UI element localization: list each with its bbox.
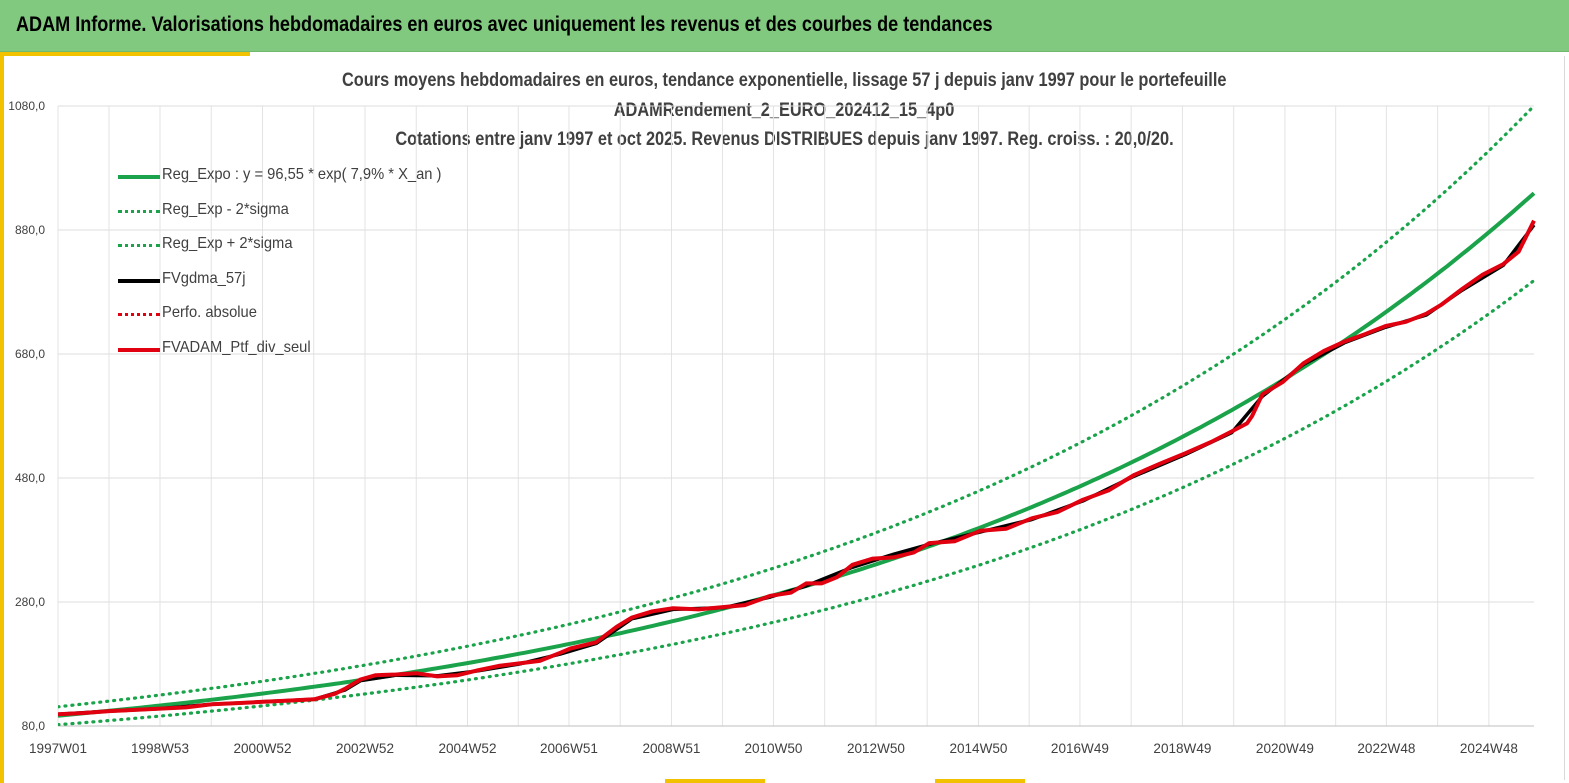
legend-label: Reg_Expo : y = 96,55 * exp( 7,9% * X_an … [162,166,442,183]
x-tick-label: 2024W48 [1460,740,1518,756]
y-tick-label: 680,0 [15,347,45,361]
legend-label: Reg_Exp - 2*sigma [162,200,289,218]
legend-swatch [118,278,160,283]
legend-swatch [118,244,160,247]
x-tick-label: 2018W49 [1153,740,1211,756]
legend-swatch [118,313,160,316]
chart-title-line-2: ADAMRendement_2_EURO_202412_15_4p0 [614,100,955,121]
x-tick-label: 2016W49 [1051,740,1109,756]
chart-title-line-3: Cotations entre janv 1997 et oct 2025. R… [395,129,1174,150]
x-tick-label: 1998W53 [131,740,189,756]
y-tick-label: 480,0 [15,471,45,485]
x-tick-label: 2004W52 [438,740,496,756]
y-tick-label: 80,0 [22,719,46,733]
x-tick-label: 2000W52 [233,740,291,756]
reg-exp-plus-2sigma-line [58,104,1536,709]
x-tick-label: 2014W50 [949,740,1007,756]
legend-swatch [118,175,160,179]
chart-frame [4,56,1565,780]
x-tick-label: 1997W01 [29,740,87,756]
x-tick-label: 2022W48 [1357,740,1415,756]
x-tick-label: 2008W51 [642,740,700,756]
accent-bar [0,52,250,56]
app-header: ADAM Informe. Valorisations hebdomadaire… [0,0,1569,52]
legend-label: FVADAM_Ptf_div_seul [162,338,311,356]
accent-bar-left [0,52,4,783]
page-title: ADAM Informe. Valorisations hebdomadaire… [16,13,993,36]
legend-label: Reg_Exp + 2*sigma [162,235,293,252]
x-tick-label: 2006W51 [540,740,598,756]
accent-bar-bottom [665,779,765,783]
chart-title-line-1: Cours moyens hebdomadaires en euros, ten… [342,70,1227,91]
x-tick-label: 2002W52 [336,740,394,756]
legend-label: FVgdma_57j [162,269,246,287]
y-tick-label: 280,0 [15,595,45,609]
x-tick-label: 2020W49 [1256,740,1314,756]
legend-swatch [118,347,160,352]
accent-bar-bottom-2 [935,779,1025,783]
y-tick-label: 880,0 [15,223,45,237]
series-line-fvadam-ptf-div-seul [58,219,1536,717]
legend-label: Perfo. absolue [162,304,257,321]
y-tick-label: 1080,0 [8,99,45,113]
legend-swatch [118,209,160,213]
reg-expo-line [58,191,1536,718]
x-tick-label: 2010W50 [744,740,802,756]
x-tick-label: 2012W50 [847,740,905,756]
